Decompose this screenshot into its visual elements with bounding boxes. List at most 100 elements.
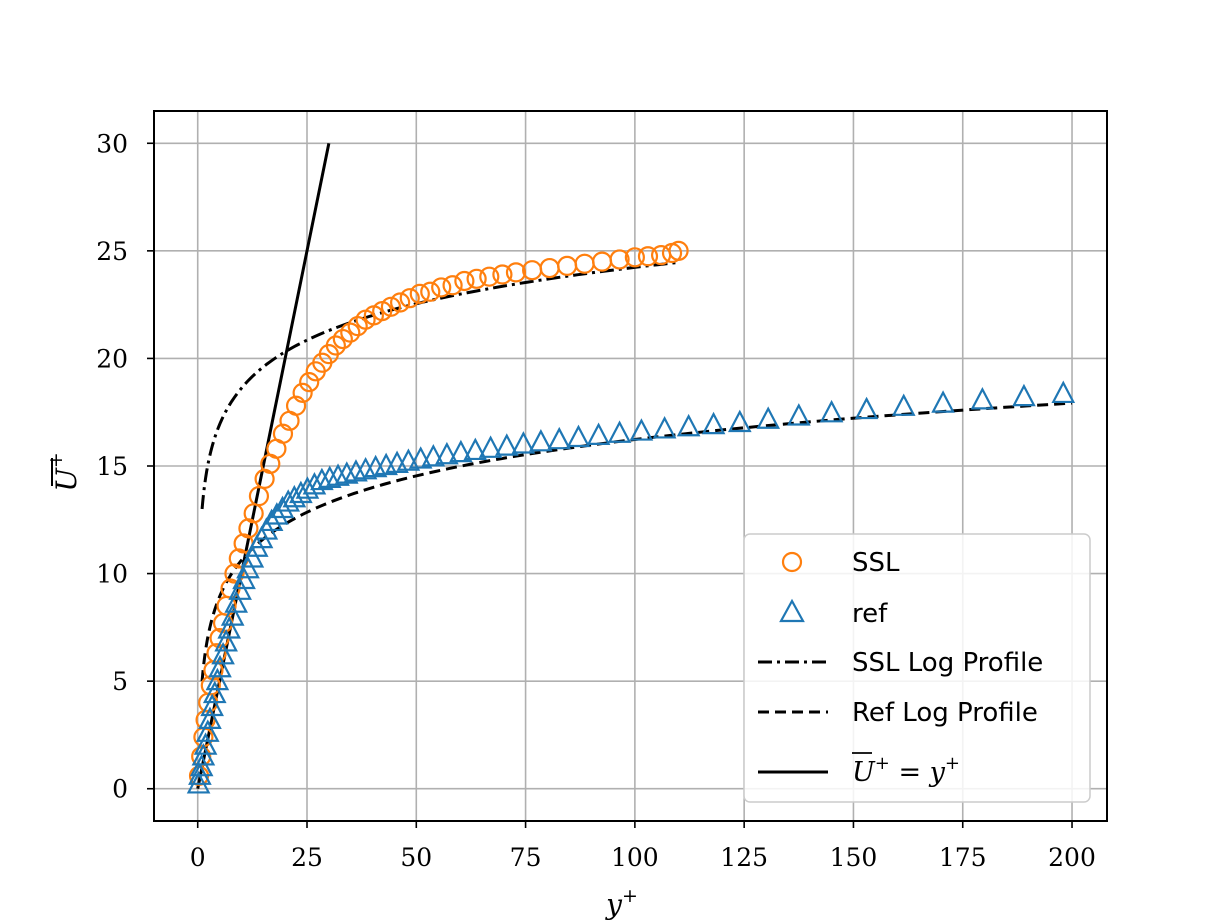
legend-item-ref-log: Ref Log Profile bbox=[758, 698, 1038, 728]
x-tick-label: 150 bbox=[830, 843, 878, 872]
legend-ref-marker bbox=[779, 598, 805, 623]
ssl-point bbox=[285, 395, 307, 416]
ref-point bbox=[727, 409, 752, 433]
legend-item-ref: ref bbox=[779, 598, 888, 629]
ref-point bbox=[344, 459, 368, 482]
legend-ssl-label: SSL bbox=[852, 548, 900, 578]
ssl-point bbox=[272, 423, 294, 444]
x-tick-label: 25 bbox=[291, 843, 323, 872]
ref-point bbox=[326, 463, 350, 486]
ssl-point bbox=[492, 264, 513, 285]
y-tick-label: 25 bbox=[96, 237, 128, 266]
ref-point bbox=[317, 465, 342, 489]
ssl-point bbox=[557, 255, 578, 277]
legend-item-ssl-log: SSL Log Profile bbox=[758, 648, 1043, 678]
ref-point bbox=[607, 420, 632, 443]
ssl-point bbox=[591, 251, 613, 272]
ref-point bbox=[228, 577, 252, 600]
ref-point bbox=[265, 502, 289, 525]
ref-point bbox=[334, 461, 359, 484]
svg-text:y+: y+ bbox=[604, 885, 638, 921]
y-tick-label: 10 bbox=[96, 560, 128, 589]
x-tick-label: 100 bbox=[611, 843, 659, 872]
legend-ssl-log-label: SSL Log Profile bbox=[852, 648, 1043, 678]
ref-point bbox=[756, 406, 781, 429]
ssl-point bbox=[624, 247, 645, 268]
legend-linear-label: U+ = y+ bbox=[852, 752, 960, 788]
tick-labels: 0 25 50 75 100 125 150 175 200 0 5 10 15 20 25 30 bbox=[96, 129, 1096, 872]
grid bbox=[154, 111, 1107, 821]
ssl-point bbox=[292, 382, 313, 403]
ref-point bbox=[205, 667, 230, 691]
ref-point bbox=[566, 424, 591, 448]
ssl-markers bbox=[188, 240, 689, 786]
legend: SSL ref SSL Log Profile Ref Log Profile … bbox=[743, 533, 1091, 803]
ref-point bbox=[189, 753, 214, 777]
x-tick-label: 200 bbox=[1048, 843, 1096, 872]
svg-text:U+ = y+: U+ = y+ bbox=[852, 753, 960, 788]
ssl-point bbox=[340, 322, 361, 343]
y-tick-label: 15 bbox=[96, 452, 128, 481]
x-tick-label: 175 bbox=[939, 843, 987, 872]
ref-point bbox=[970, 387, 995, 410]
ssl-point bbox=[442, 275, 463, 296]
y-tick-label: 5 bbox=[112, 667, 128, 696]
ref-point bbox=[786, 403, 811, 426]
ssl-point bbox=[325, 335, 346, 356]
legend-ref-label: ref bbox=[852, 599, 888, 629]
ssl-point bbox=[609, 249, 630, 270]
ssl-point bbox=[299, 371, 320, 393]
ref-point bbox=[200, 693, 224, 717]
y-tick-label: 20 bbox=[96, 344, 128, 373]
ref-point bbox=[224, 590, 249, 613]
ssl-point bbox=[409, 283, 430, 304]
ref-point bbox=[511, 431, 536, 454]
ssl-point bbox=[479, 266, 500, 287]
ref-point bbox=[193, 732, 218, 755]
ref-point bbox=[208, 654, 232, 678]
ref-point bbox=[652, 416, 677, 439]
ssl-point bbox=[390, 292, 411, 313]
ssl-point bbox=[539, 257, 560, 279]
ref-point bbox=[408, 446, 433, 469]
ref-point bbox=[195, 719, 220, 742]
ref-point bbox=[931, 390, 955, 413]
ref-point bbox=[629, 418, 654, 441]
ssl-point bbox=[466, 268, 487, 289]
y-tick-label: 0 bbox=[112, 775, 128, 804]
ref-point bbox=[1012, 383, 1036, 407]
ssl-point bbox=[637, 246, 659, 267]
ref-point bbox=[259, 508, 284, 532]
ref-point bbox=[819, 399, 844, 423]
legend-ssl-marker bbox=[781, 551, 803, 573]
ref-point bbox=[302, 471, 327, 495]
ref-point bbox=[547, 426, 572, 450]
ssl-point bbox=[431, 277, 452, 298]
ref-point bbox=[421, 444, 446, 467]
ref-point bbox=[449, 439, 473, 463]
ref-point bbox=[478, 435, 503, 458]
ssl-point bbox=[332, 328, 353, 350]
ref-point bbox=[198, 706, 222, 729]
ref-point bbox=[854, 396, 879, 420]
x-tick-label: 50 bbox=[400, 843, 432, 872]
ref-point bbox=[701, 411, 726, 435]
y-axis-label: U+ bbox=[45, 452, 83, 492]
ref-point bbox=[191, 743, 216, 766]
ref-point bbox=[529, 428, 553, 452]
x-tick-label: 0 bbox=[190, 843, 206, 872]
axis-ticks bbox=[147, 142, 1073, 828]
ssl-point bbox=[574, 253, 595, 274]
x-tick-label: 125 bbox=[720, 843, 768, 872]
ssl-point bbox=[454, 270, 475, 292]
ssl-point bbox=[668, 240, 689, 261]
ref-point bbox=[217, 616, 242, 639]
ref-point bbox=[220, 603, 245, 626]
ref-point bbox=[494, 433, 519, 456]
ref-point bbox=[676, 413, 701, 437]
legend-box bbox=[743, 533, 1091, 803]
y-tick-label: 30 bbox=[96, 129, 128, 158]
legend-item-linear: U+ = y+ bbox=[758, 752, 960, 788]
ref-point bbox=[240, 545, 265, 568]
